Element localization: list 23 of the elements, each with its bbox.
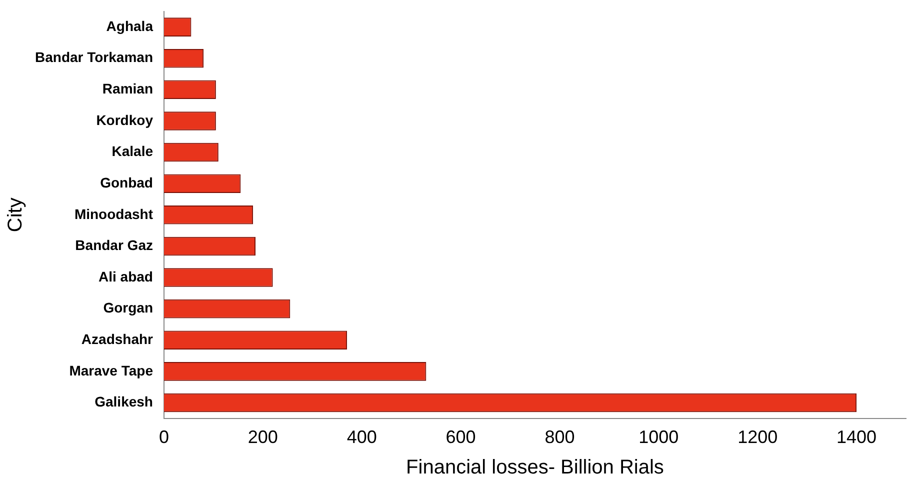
x-axis-title: Financial losses- Billion Rials	[406, 456, 664, 479]
x-tick-label: 400	[346, 427, 377, 448]
x-tick-label: 1200	[738, 427, 778, 448]
y-tick-label: Gonbad	[100, 174, 153, 190]
x-tick-label: 1000	[638, 427, 679, 448]
x-tick-label: 1400	[836, 427, 877, 448]
x-tick-label: 600	[446, 427, 476, 448]
x-tick-label: 0	[158, 427, 170, 448]
y-tick-label: Marave Tape	[69, 362, 154, 378]
y-tick-label: Minoodasht	[74, 206, 154, 222]
y-tick-label: Bandar Torkaman	[34, 49, 153, 66]
y-tick-label: Ali abad	[98, 268, 153, 284]
y-tick-label: Gorgan	[103, 300, 153, 316]
y-tick-label: Kalale	[112, 143, 154, 160]
y-tick-label: Aghala	[106, 18, 154, 34]
y-tick-label: Kordkoy	[96, 112, 154, 128]
x-tick-label: 200	[248, 427, 278, 448]
y-axis-title: City	[4, 198, 27, 232]
y-tick-label: Bandar Gaz	[75, 237, 153, 254]
y-tick-label: Galikesh	[94, 394, 153, 410]
y-tick-label: Azadshahr	[81, 330, 154, 347]
y-tick-label: Ramian	[102, 80, 153, 97]
x-tick-label: 800	[544, 427, 575, 448]
